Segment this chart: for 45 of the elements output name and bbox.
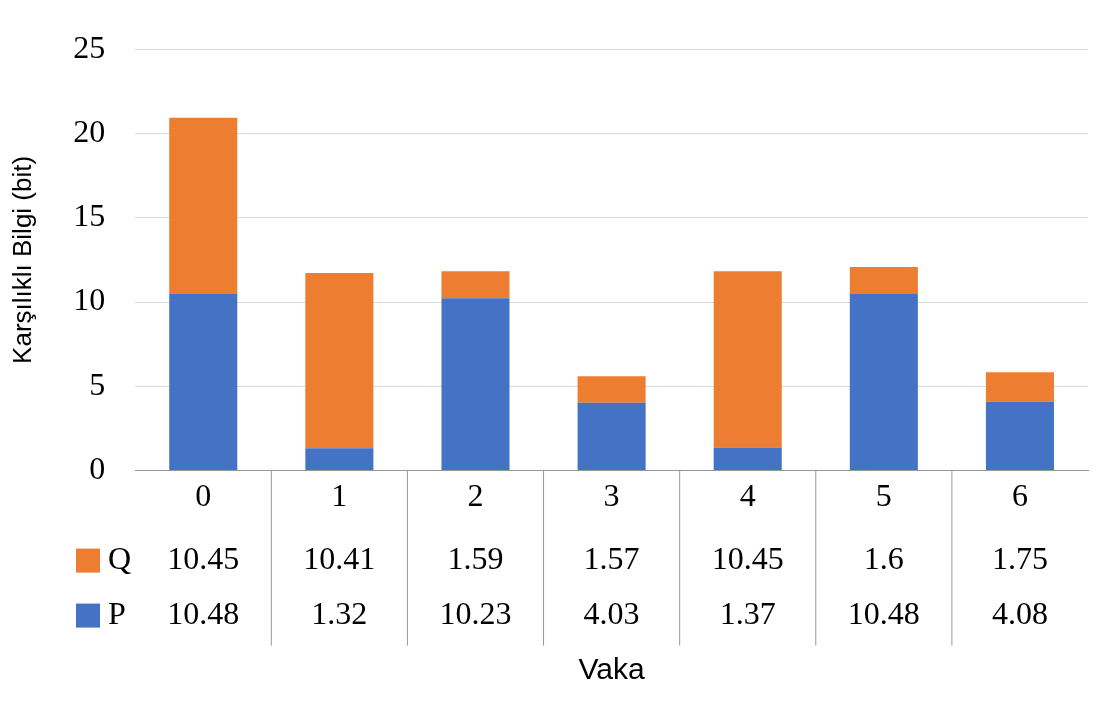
y-tick-label: 5 <box>89 365 106 402</box>
x-tick-label: 3 <box>603 477 620 514</box>
x-tick-label: 0 <box>195 477 212 514</box>
data-label: 1.32 <box>311 595 368 632</box>
bar <box>985 372 1054 402</box>
bar <box>305 272 374 449</box>
bar <box>849 293 918 471</box>
data-label: 1.6 <box>863 540 904 577</box>
data-label: 1.59 <box>447 540 504 577</box>
bar <box>985 401 1054 471</box>
data-label: 1.75 <box>991 540 1048 577</box>
data-label: 10.48 <box>167 595 240 632</box>
x-tick-label: 5 <box>875 477 892 514</box>
y-tick-label: 10 <box>73 281 106 318</box>
data-label: 1.37 <box>719 595 776 632</box>
y-tick-label: 20 <box>73 112 106 149</box>
bar <box>577 376 646 403</box>
x-tick-label: 1 <box>331 477 348 514</box>
data-label: 10.41 <box>303 540 376 577</box>
bar <box>305 448 374 471</box>
y-tick-label: 0 <box>89 450 106 487</box>
bar <box>577 402 646 471</box>
bar <box>169 117 238 294</box>
y-tick-label: 25 <box>73 28 106 65</box>
bar <box>169 293 238 471</box>
x-axis-title: Vaka <box>578 652 645 686</box>
legend-label: P <box>108 595 126 632</box>
bar <box>441 271 510 299</box>
bar <box>713 447 782 471</box>
data-label: 4.08 <box>991 595 1048 632</box>
legend-label: Q <box>108 540 132 577</box>
x-tick-label: 2 <box>467 477 484 514</box>
data-label: 10.45 <box>711 540 784 577</box>
data-label: 10.23 <box>439 595 512 632</box>
y-axis-title: Karşılıklı Bilgi (bit) <box>6 155 37 364</box>
data-label: 1.57 <box>583 540 640 577</box>
x-tick-label: 6 <box>1011 477 1028 514</box>
y-tick-label: 15 <box>73 197 106 234</box>
data-label: 10.45 <box>167 540 240 577</box>
bar <box>849 266 918 294</box>
bar <box>713 271 782 448</box>
bar <box>441 298 510 471</box>
data-label: 10.48 <box>847 595 920 632</box>
data-label: 4.03 <box>583 595 640 632</box>
x-tick-label: 4 <box>739 477 756 514</box>
